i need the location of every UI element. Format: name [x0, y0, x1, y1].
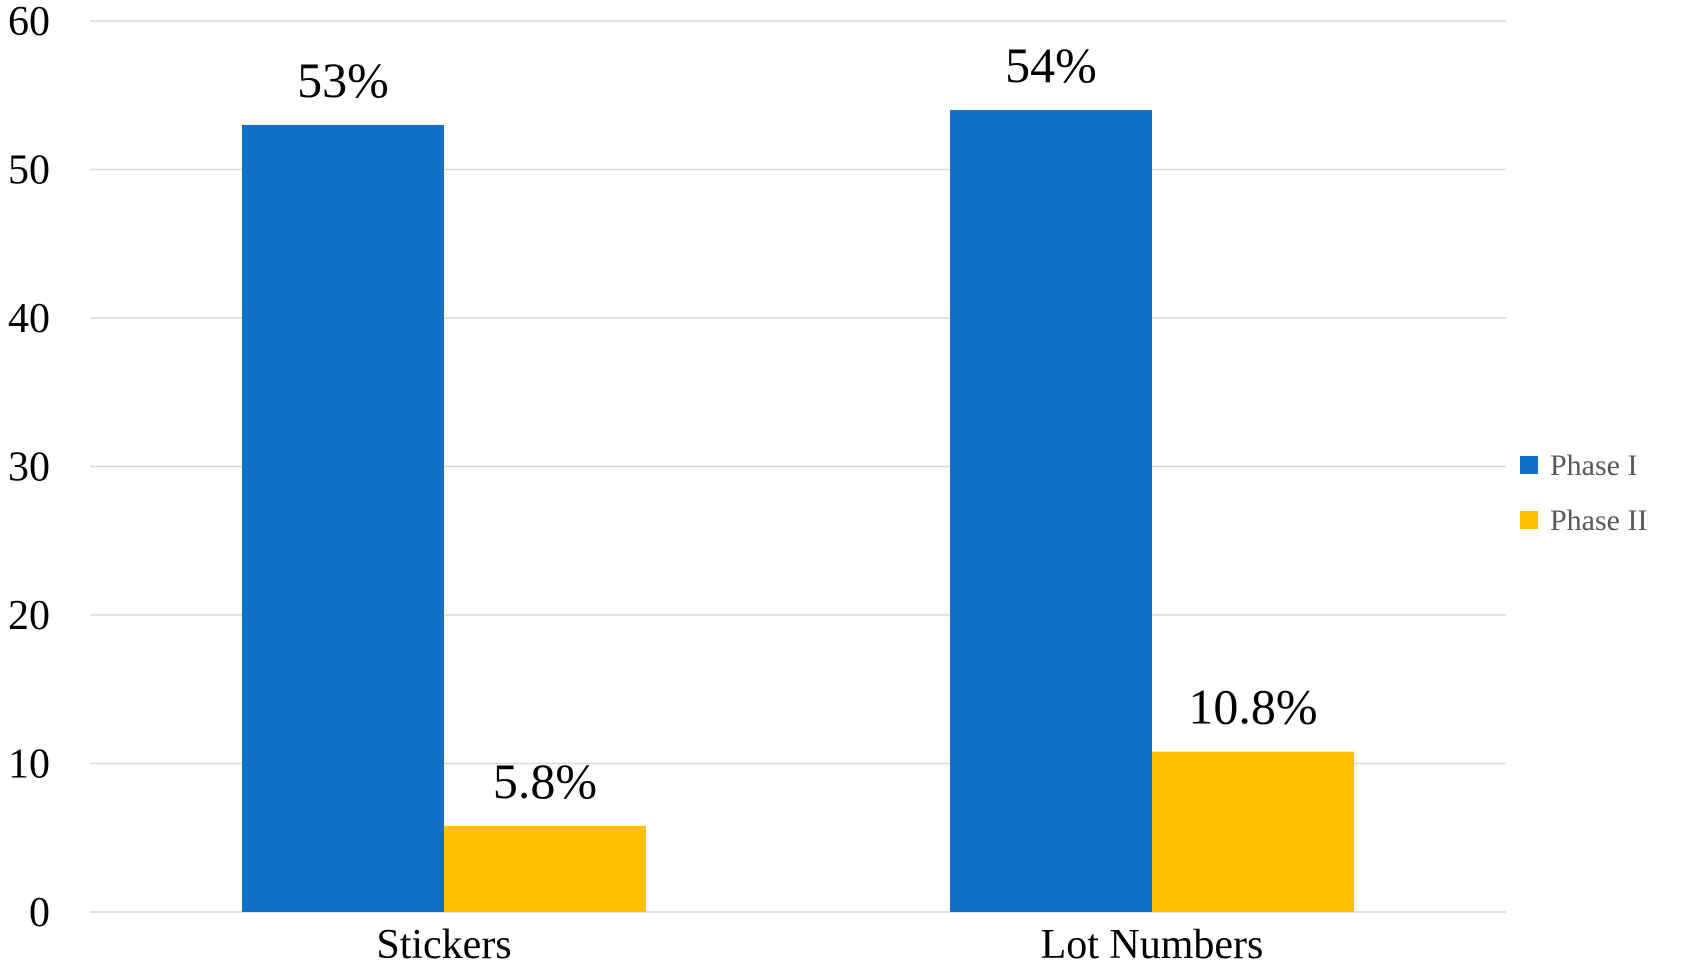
data-label: 5.8% [493, 753, 597, 809]
data-label: 53% [297, 52, 389, 108]
legend-label: Phase II [1550, 504, 1647, 537]
y-tick-label: 0 [29, 890, 50, 936]
bars [242, 110, 1354, 913]
legend-swatch [1520, 456, 1538, 474]
y-tick-label: 30 [8, 445, 50, 491]
bar-phase-i-stickers [242, 124, 444, 912]
legend-item: Phase I [1520, 449, 1637, 482]
y-tick-label: 60 [8, 0, 50, 45]
bar-phase-ii-stickers [444, 825, 646, 912]
x-tick-label: Stickers [376, 922, 511, 968]
legend-label: Phase I [1550, 449, 1637, 482]
bar-phase-ii-lot-numbers [1152, 751, 1354, 912]
y-tick-label: 40 [8, 296, 50, 342]
legend-item: Phase II [1520, 504, 1647, 537]
x-axis-ticks: Stickers Lot Numbers [376, 922, 1263, 968]
bar-phase-i-lot-numbers [950, 110, 1152, 913]
y-axis-ticks: 0 10 20 30 40 50 60 [8, 0, 50, 936]
y-tick-label: 20 [8, 593, 50, 639]
data-labels: 53% 5.8% 54% 10.8% [297, 37, 1317, 809]
legend-swatch [1520, 511, 1538, 529]
data-label: 10.8% [1188, 679, 1317, 735]
x-tick-label: Lot Numbers [1041, 922, 1264, 968]
y-tick-label: 50 [8, 148, 50, 194]
y-tick-label: 10 [8, 742, 50, 788]
data-label: 54% [1005, 37, 1097, 93]
legend: Phase I Phase II [1520, 449, 1647, 537]
